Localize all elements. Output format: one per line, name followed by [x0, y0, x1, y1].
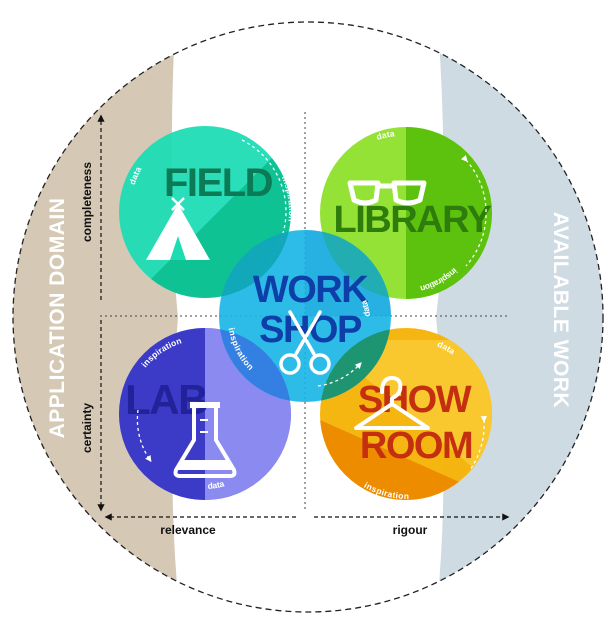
- scissors-icon: [279, 310, 331, 375]
- workshop-data: data: [359, 299, 373, 318]
- workshop-title-line1: WORK: [253, 269, 369, 311]
- tent-icon: [146, 197, 210, 260]
- lab-data: data: [207, 478, 225, 491]
- relevance-label: relevance: [160, 523, 216, 537]
- showroom-title-line2: ROOM: [360, 425, 472, 467]
- outer-boundary: [12, 21, 604, 613]
- glasses-icon: [347, 180, 427, 206]
- workshop-space: WORK SHOP inspiration data: [219, 230, 391, 402]
- available-work-band: [436, 22, 603, 612]
- application-domain-band: [13, 22, 180, 612]
- field-title: FIELD: [164, 161, 273, 205]
- flask-icon: [173, 402, 237, 478]
- rigour-label: rigour: [393, 523, 428, 537]
- certainty-label: certainty: [80, 403, 94, 453]
- library-space: LIBRARY inspiration data: [320, 127, 493, 299]
- library-data: data: [375, 128, 395, 142]
- completeness-label: completeness: [80, 162, 94, 242]
- hanger-icon: [354, 376, 430, 430]
- library-title: LIBRARY: [334, 199, 492, 241]
- application-domain-label: APPLICATION DOMAIN: [46, 198, 69, 439]
- available-work-label: AVAILABLE WORK: [549, 212, 572, 408]
